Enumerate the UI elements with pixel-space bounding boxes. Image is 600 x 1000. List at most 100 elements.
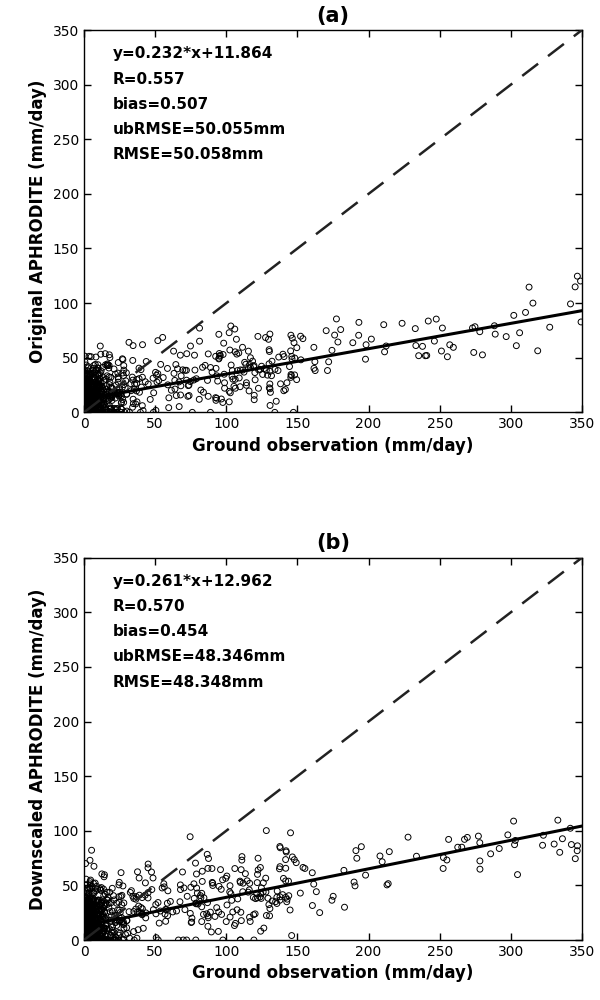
Point [195,333,205,349]
Point [572,268,582,284]
Point [80,400,90,416]
Point [278,870,288,886]
Point [83,921,93,937]
Point [80,404,90,420]
Point [83,881,92,897]
Point [92,375,102,391]
Point [82,371,91,387]
Point [265,343,274,359]
Point [82,914,91,930]
Point [112,404,121,420]
Point [191,371,201,387]
Point [107,903,117,919]
Point [85,391,94,407]
Point [82,885,92,901]
Point [94,908,103,924]
Point [122,386,131,402]
Point [79,404,89,420]
Point [101,932,111,948]
Point [88,910,97,926]
Point [90,930,100,946]
Point [97,396,107,412]
Point [80,365,90,381]
Point [82,357,91,373]
Point [161,901,170,917]
Point [145,391,155,407]
Point [134,360,144,376]
Point [244,343,253,359]
Point [95,932,104,948]
Point [119,394,128,410]
Point [113,400,122,416]
Point [149,902,158,918]
Point [80,404,89,420]
Point [250,387,259,403]
Point [101,918,110,934]
Point [86,396,96,412]
Point [80,916,89,932]
Point [80,890,90,906]
Point [87,404,97,420]
Point [189,876,199,892]
Point [307,865,317,881]
Point [88,921,98,937]
Point [264,897,274,913]
Point [173,361,182,377]
Point [206,360,215,376]
Point [94,894,103,910]
Point [509,307,518,323]
Point [101,932,110,948]
Point [103,368,112,384]
Point [155,903,165,919]
Point [163,360,172,376]
Point [84,388,94,404]
Point [84,928,94,944]
Point [86,872,95,888]
Point [81,898,91,914]
Point [109,400,119,416]
Point [422,347,431,363]
Point [152,374,162,390]
Point [90,388,100,404]
Point [104,384,113,400]
Point [101,404,110,420]
Point [94,924,103,940]
Point [80,401,89,417]
Point [98,909,108,925]
Point [80,892,90,908]
Point [82,932,92,948]
Point [86,901,96,917]
Point [230,380,240,396]
Point [83,391,93,407]
Point [502,329,511,345]
Point [166,893,175,909]
Point [82,381,92,397]
Point [154,915,164,931]
Point [186,879,196,895]
Point [224,325,234,341]
Point [88,895,97,911]
Point [105,904,115,920]
Point [109,892,119,908]
Point [88,902,98,918]
Point [83,900,92,916]
Point [85,918,95,934]
Point [132,394,142,410]
Point [475,853,485,869]
Point [248,889,258,905]
Point [80,894,90,910]
Point [287,330,297,346]
Point [95,931,104,947]
Point [89,858,99,874]
Point [215,345,224,361]
Point [265,326,275,342]
Point [80,926,89,942]
Point [79,404,89,420]
Point [218,932,227,948]
Point [82,932,91,948]
Point [99,404,109,420]
Point [86,367,95,383]
Point [105,884,115,900]
Point [109,404,118,420]
Point [83,932,93,948]
